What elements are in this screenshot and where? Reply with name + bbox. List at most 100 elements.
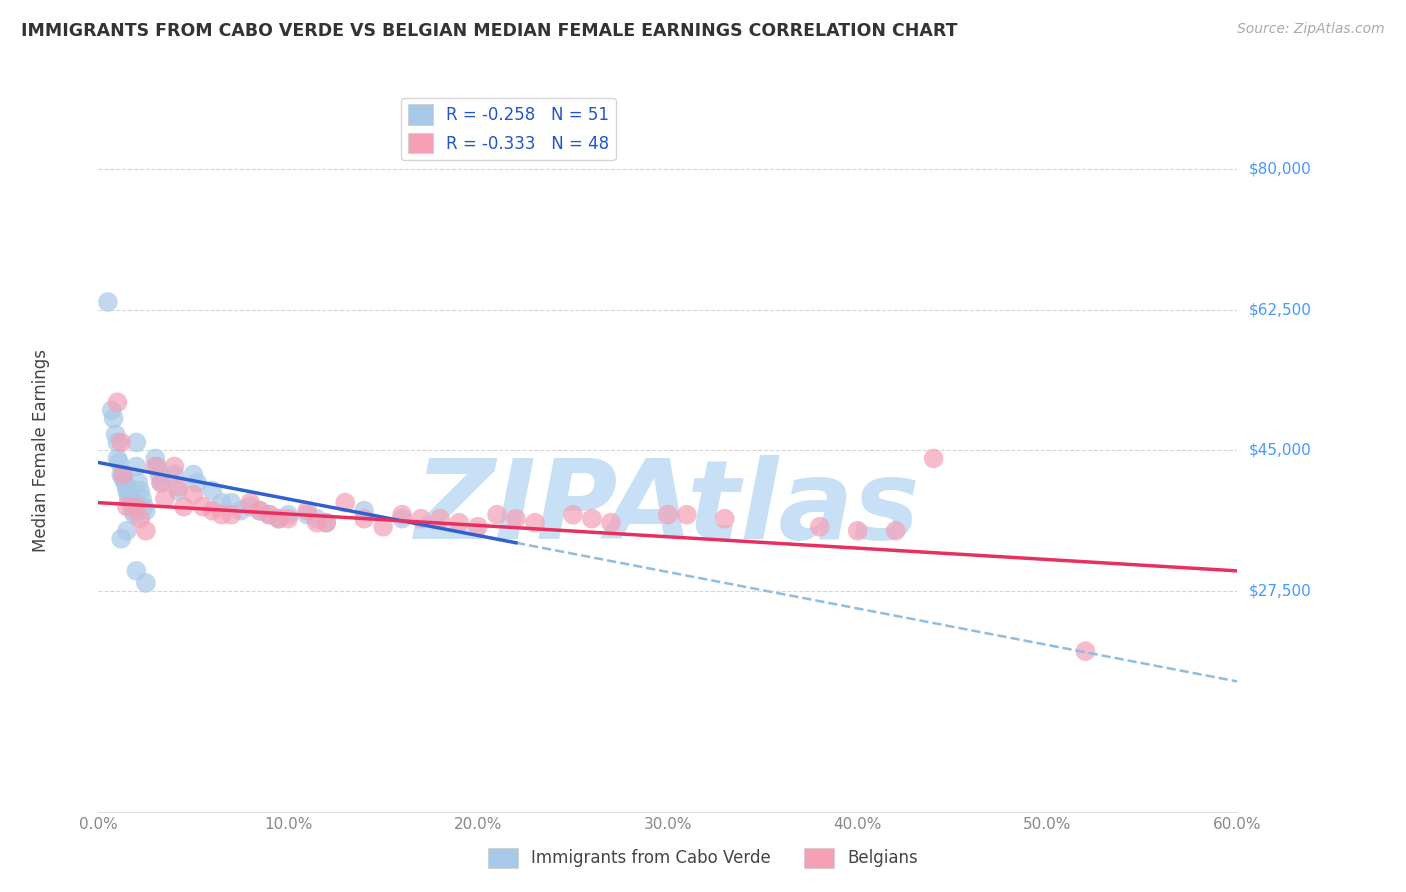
Point xyxy=(267,511,290,525)
Point xyxy=(249,503,271,517)
Point xyxy=(191,500,214,514)
Point xyxy=(429,511,451,525)
Point xyxy=(221,508,243,522)
Point xyxy=(305,511,328,525)
Point xyxy=(221,495,243,509)
Point xyxy=(131,491,153,506)
Point xyxy=(277,511,299,525)
Point xyxy=(808,519,831,533)
Point xyxy=(148,467,170,482)
Point xyxy=(135,524,157,538)
Point xyxy=(524,516,547,530)
Point xyxy=(100,403,122,417)
Point xyxy=(201,503,224,517)
Point xyxy=(335,495,357,509)
Point xyxy=(103,411,125,425)
Point xyxy=(186,475,208,490)
Point xyxy=(115,500,138,514)
Point xyxy=(163,459,186,474)
Point xyxy=(121,503,143,517)
Point xyxy=(239,495,262,509)
Point xyxy=(104,427,127,442)
Point xyxy=(259,508,281,522)
Point xyxy=(297,503,319,517)
Point xyxy=(922,451,945,466)
Point xyxy=(150,475,173,490)
Point xyxy=(121,500,143,514)
Point xyxy=(97,294,120,309)
Point xyxy=(125,564,148,578)
Text: Median Female Earnings: Median Female Earnings xyxy=(32,349,51,552)
Point xyxy=(201,483,224,498)
Point xyxy=(120,495,142,509)
Text: $62,500: $62,500 xyxy=(1249,302,1312,318)
Text: $27,500: $27,500 xyxy=(1249,583,1312,599)
Point xyxy=(173,500,195,514)
Point xyxy=(129,511,152,525)
Point xyxy=(562,508,585,522)
Point xyxy=(112,471,135,485)
Point xyxy=(145,459,167,474)
Point xyxy=(315,516,337,530)
Point xyxy=(714,511,737,525)
Point xyxy=(391,511,413,525)
Point xyxy=(467,519,489,533)
Point xyxy=(118,491,141,506)
Point xyxy=(211,495,233,509)
Point xyxy=(884,524,907,538)
Point xyxy=(132,500,155,514)
Point xyxy=(115,480,138,494)
Point xyxy=(163,467,186,482)
Point xyxy=(107,451,129,466)
Point xyxy=(846,524,869,538)
Point xyxy=(167,480,190,494)
Point xyxy=(239,500,262,514)
Point xyxy=(114,475,136,490)
Point xyxy=(145,451,167,466)
Point xyxy=(353,511,375,525)
Point xyxy=(108,455,131,469)
Point xyxy=(125,459,148,474)
Point xyxy=(124,508,146,522)
Text: $45,000: $45,000 xyxy=(1249,443,1312,458)
Point xyxy=(411,511,433,525)
Point xyxy=(267,511,290,525)
Point xyxy=(153,491,176,506)
Point xyxy=(229,503,252,517)
Point xyxy=(107,435,129,450)
Point xyxy=(505,511,527,525)
Point xyxy=(391,508,413,522)
Point xyxy=(183,467,205,482)
Point xyxy=(259,508,281,522)
Text: $80,000: $80,000 xyxy=(1249,162,1312,177)
Point xyxy=(127,475,149,490)
Point xyxy=(183,487,205,501)
Point xyxy=(110,435,132,450)
Legend: R = -0.258   N = 51, R = -0.333   N = 48: R = -0.258 N = 51, R = -0.333 N = 48 xyxy=(401,97,616,160)
Point xyxy=(118,487,141,501)
Point xyxy=(167,483,190,498)
Point xyxy=(297,508,319,522)
Point xyxy=(449,516,471,530)
Point xyxy=(110,532,132,546)
Point xyxy=(107,395,129,409)
Point xyxy=(1074,644,1097,658)
Point xyxy=(129,483,152,498)
Text: ZIPAtlas: ZIPAtlas xyxy=(415,455,921,562)
Point xyxy=(115,483,138,498)
Point xyxy=(371,519,394,533)
Point xyxy=(277,508,299,522)
Point xyxy=(676,508,699,522)
Point xyxy=(581,511,603,525)
Point xyxy=(353,503,375,517)
Point xyxy=(110,467,132,482)
Point xyxy=(112,467,135,482)
Point xyxy=(249,503,271,517)
Point xyxy=(600,516,623,530)
Point xyxy=(315,516,337,530)
Point xyxy=(657,508,679,522)
Point xyxy=(135,576,157,591)
Point xyxy=(115,524,138,538)
Point xyxy=(486,508,509,522)
Point xyxy=(146,459,169,474)
